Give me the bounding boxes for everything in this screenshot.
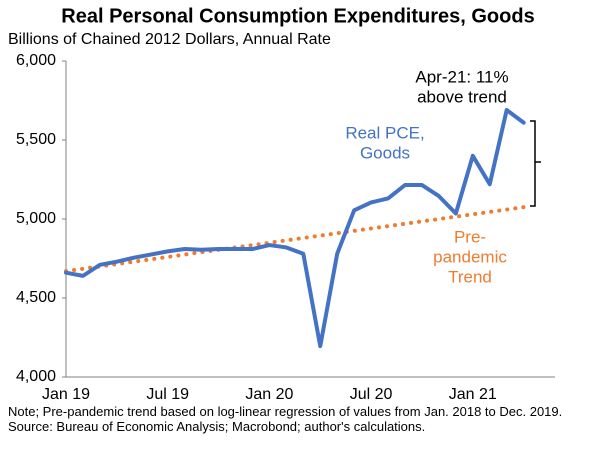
y-tick-label: 5,000 (16, 210, 56, 227)
y-tick-label: 6,000 (16, 52, 56, 69)
annotation: pandemic (433, 247, 507, 266)
note: Note; Pre-pandemic trend based on log-li… (8, 404, 563, 419)
annotation: Pre- (454, 227, 486, 246)
source: Source: Bureau of Economic Analysis; Mac… (8, 419, 426, 434)
y-tick-label: 4,500 (16, 289, 56, 306)
notes: Note; Pre-pandemic trend based on log-li… (8, 404, 593, 434)
y-tick-label: 5,500 (16, 131, 56, 148)
x-tick-label: Jan 21 (449, 386, 497, 400)
annotation: Trend (448, 267, 492, 286)
chart-title: Real Personal Consumption Expenditures, … (61, 5, 534, 27)
annotation: Goods (360, 143, 410, 162)
y-tick-label: 4,000 (16, 368, 56, 385)
bracket (530, 120, 541, 207)
x-tick-label: Jan 20 (245, 386, 293, 400)
annotation: Apr-21: 11% (415, 67, 508, 86)
chart: Real Personal Consumption Expenditures, … (8, 5, 555, 400)
chart-subtitle: Billions of Chained 2012 Dollars, Annual… (8, 31, 331, 48)
data-line (64, 107, 526, 349)
annotation: Real PCE, (345, 123, 424, 142)
x-tick-label: Jan 19 (42, 386, 90, 400)
x-tick-label: Jul 19 (146, 386, 189, 400)
x-tick-label: Jul 20 (350, 386, 393, 400)
annotation: above trend (417, 87, 507, 106)
